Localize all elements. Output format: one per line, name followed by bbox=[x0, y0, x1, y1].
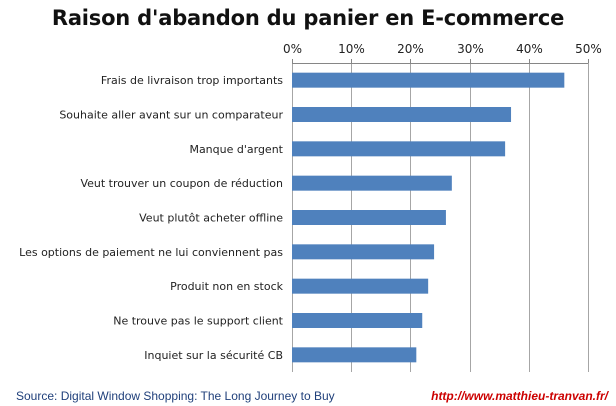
category-labels: Frais de livraison trop importants Souhai… bbox=[19, 74, 284, 362]
chart-title: Raison d'abandon du panier en E-commerce bbox=[51, 6, 565, 30]
bar bbox=[292, 107, 512, 122]
category-label: Frais de livraison trop importants bbox=[101, 74, 283, 87]
source-url: http://www.matthieu-tranvan.fr/ bbox=[431, 389, 608, 403]
category-label: Veut plutôt acheter offline bbox=[139, 212, 283, 225]
category-label: Ne trouve pas le support client bbox=[113, 315, 283, 328]
bar bbox=[292, 72, 565, 88]
category-label: Souhaite aller avant sur un comparateur bbox=[59, 109, 283, 122]
x-tick-label: 20% bbox=[397, 42, 424, 56]
bar bbox=[292, 210, 446, 225]
x-tick-label: 30% bbox=[457, 42, 484, 56]
x-tick-label: 0% bbox=[283, 42, 302, 56]
x-axis-ticks: 0% 10% 20% 30% 40% 50% bbox=[283, 42, 602, 64]
category-label: Inquiet sur la sécurité CB bbox=[144, 349, 283, 362]
bar bbox=[292, 278, 429, 294]
bar bbox=[292, 313, 423, 328]
source-note: Source: Digital Window Shopping: The Lon… bbox=[16, 389, 335, 403]
bars bbox=[292, 72, 565, 363]
category-label: Veut trouver un coupon de réduction bbox=[80, 177, 283, 190]
bar bbox=[292, 175, 452, 191]
category-label: Les options de paiement ne lui convienne… bbox=[19, 246, 283, 259]
bar bbox=[292, 347, 417, 363]
x-tick-label: 40% bbox=[516, 42, 543, 56]
category-label: Manque d'argent bbox=[189, 143, 283, 156]
bar bbox=[292, 141, 506, 157]
bar bbox=[292, 244, 435, 260]
x-tick-label: 50% bbox=[575, 42, 602, 56]
category-label: Produit non en stock bbox=[170, 280, 283, 293]
x-tick-label: 10% bbox=[338, 42, 365, 56]
